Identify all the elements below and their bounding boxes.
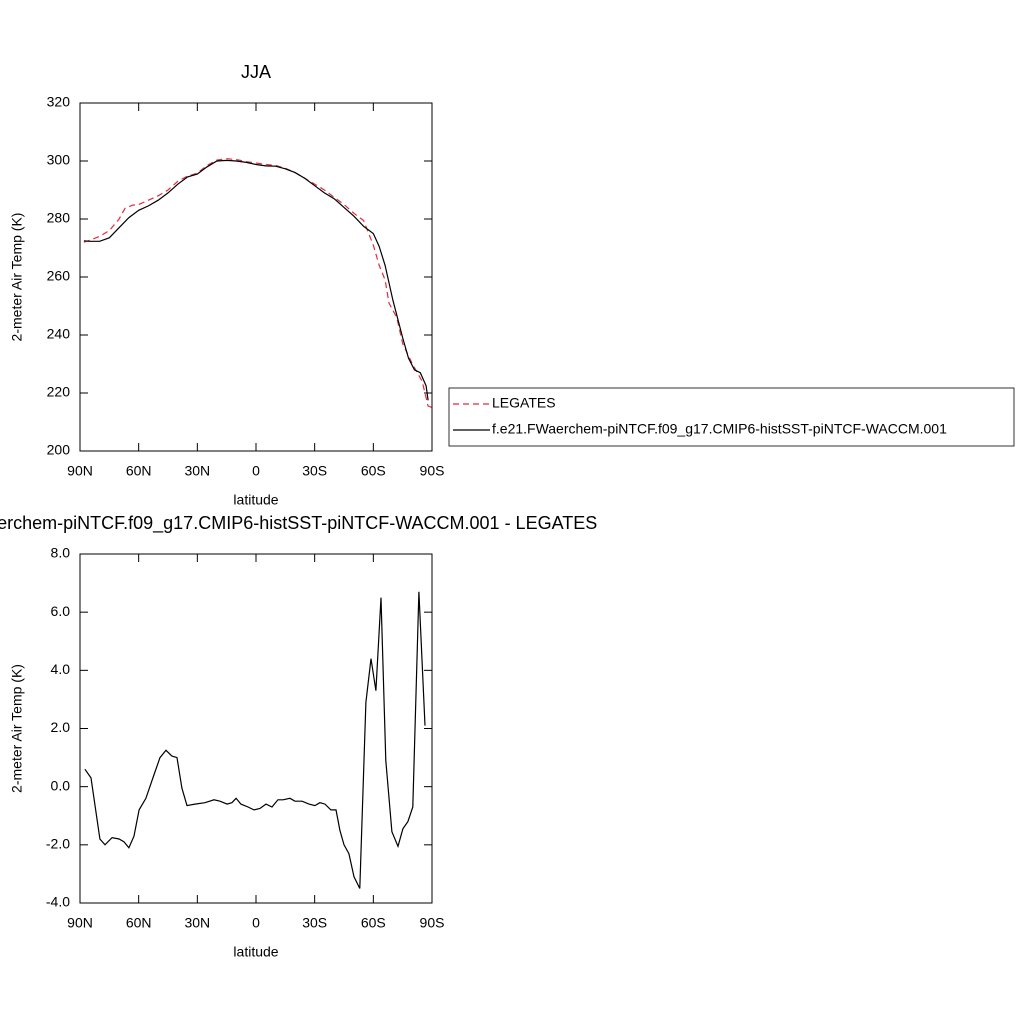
y-axis-label: 2-meter Air Temp (K) <box>9 664 25 793</box>
x-tick-label: 90N <box>67 915 93 931</box>
x-tick-label: 90S <box>420 463 445 479</box>
x-tick-label: 30S <box>302 915 327 931</box>
y-tick-label: 8.0 <box>51 545 71 561</box>
x-tick-label: 90N <box>67 463 93 479</box>
y-tick-label: 200 <box>47 442 71 458</box>
x-axis-label: latitude <box>233 944 278 960</box>
y-tick-label: 320 <box>47 94 71 110</box>
x-tick-label: 60N <box>126 915 152 931</box>
x-tick-label: 60S <box>361 915 386 931</box>
y-tick-label: 220 <box>47 384 71 400</box>
x-tick-label: 30N <box>184 463 210 479</box>
y-tick-label: 280 <box>47 210 71 226</box>
x-tick-label: 60S <box>361 463 386 479</box>
data-line <box>84 591 426 889</box>
y-tick-label: 2.0 <box>51 719 71 735</box>
chart-title: JJA <box>241 62 271 82</box>
y-tick-label: 0.0 <box>51 777 71 793</box>
data-line <box>83 159 429 401</box>
y-tick-label: 4.0 <box>51 661 71 677</box>
x-tick-label: 90S <box>420 915 445 931</box>
plot-frame <box>79 553 433 904</box>
x-tick-label: 30N <box>184 915 210 931</box>
x-tick-label: 30S <box>302 463 327 479</box>
y-tick-label: 240 <box>47 326 71 342</box>
legend-label: LEGATES <box>492 395 556 411</box>
y-tick-label: -4.0 <box>46 894 70 910</box>
x-tick-label: 0 <box>252 915 260 931</box>
x-axis-label: latitude <box>233 492 278 508</box>
x-tick-label: 60N <box>126 463 152 479</box>
y-tick-label: -2.0 <box>46 836 70 852</box>
legend-box <box>448 387 1015 447</box>
data-line <box>83 158 433 409</box>
y-tick-label: 260 <box>47 268 71 284</box>
legend-label: f.e21.FWaerchem-piNTCF.f09_g17.CMIP6-his… <box>492 421 947 437</box>
x-tick-label: 0 <box>252 463 260 479</box>
plot-frame <box>79 102 433 452</box>
y-axis-label: 2-meter Air Temp (K) <box>9 213 25 342</box>
y-tick-label: 300 <box>47 152 71 168</box>
y-tick-label: 6.0 <box>51 603 71 619</box>
chart-title: f.e21.FWaerchem-piNTCF.f09_g17.CMIP6-his… <box>0 513 597 534</box>
